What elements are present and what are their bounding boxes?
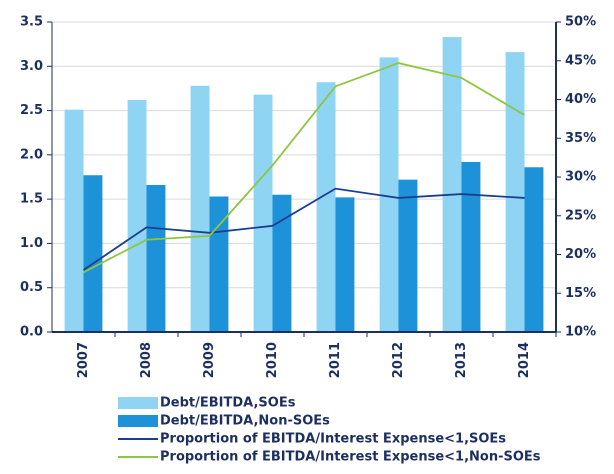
legend-swatch	[118, 415, 158, 427]
x-tick-label: 2012	[391, 342, 406, 378]
y-tick-label: 0.0	[20, 325, 43, 340]
y-tick-label: 1.0	[20, 236, 43, 251]
bar	[146, 184, 166, 332]
x-tick-label: 2007	[76, 342, 91, 378]
legend-label: Proportion of EBITDA/Interest Expense<1,…	[160, 432, 506, 447]
y2-tick-label: 25%	[565, 208, 596, 223]
y-tick-label: 2.5	[20, 103, 43, 118]
x-tick-label: 2014	[517, 342, 532, 378]
bar	[127, 99, 147, 332]
legend-swatch	[118, 397, 158, 409]
y2-tick-label: 30%	[565, 170, 596, 185]
y2-tick-label: 10%	[565, 325, 596, 340]
y2-tick-label: 50%	[565, 15, 596, 30]
y2-tick-label: 40%	[565, 92, 596, 107]
bar	[335, 197, 355, 332]
x-tick-label: 2008	[139, 342, 154, 378]
bar	[83, 175, 103, 332]
y2-tick-label: 35%	[565, 131, 596, 146]
y-tick-label: 3.5	[20, 15, 43, 30]
bar	[316, 82, 336, 332]
legend-label: Proportion of EBITDA/Interest Expense<1,…	[160, 450, 541, 465]
y2-tick-label: 45%	[565, 53, 596, 68]
y-tick-label: 0.5	[20, 280, 43, 295]
legend-label: Debt/EBITDA,SOEs	[160, 396, 296, 411]
y2-tick-label: 15%	[565, 286, 596, 301]
y-tick-label: 3.0	[20, 59, 43, 74]
x-tick-label: 2009	[202, 342, 217, 378]
y-tick-label: 1.5	[20, 192, 43, 207]
bar	[461, 161, 481, 332]
bar	[64, 109, 84, 332]
bar	[398, 179, 418, 332]
bar	[190, 85, 210, 333]
y2-tick-label: 20%	[565, 247, 596, 262]
y-tick-label: 2.0	[20, 147, 43, 162]
bar	[253, 94, 273, 332]
x-tick-label: 2013	[454, 342, 469, 378]
x-tick-label: 2011	[328, 342, 343, 378]
line	[83, 62, 525, 274]
bar	[505, 52, 525, 332]
bar	[524, 167, 544, 332]
bar	[272, 194, 292, 332]
line	[82, 187, 525, 271]
bar	[379, 57, 399, 333]
legend-label: Debt/EBITDA,Non-SOEs	[160, 414, 330, 429]
bar	[442, 37, 462, 333]
x-tick-label: 2010	[265, 342, 280, 378]
